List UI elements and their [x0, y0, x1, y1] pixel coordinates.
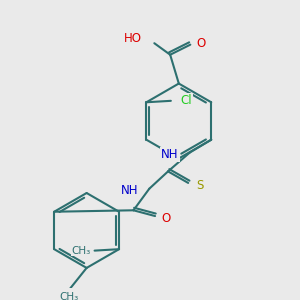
- Text: NH: NH: [161, 148, 179, 160]
- Text: Cl: Cl: [180, 94, 192, 107]
- Text: HO: HO: [124, 32, 142, 45]
- Text: CH₃: CH₃: [72, 246, 91, 256]
- Text: S: S: [196, 179, 204, 192]
- Text: NH: NH: [121, 184, 138, 196]
- Text: CH₃: CH₃: [60, 292, 79, 300]
- Text: O: O: [197, 37, 206, 50]
- Text: O: O: [161, 212, 171, 225]
